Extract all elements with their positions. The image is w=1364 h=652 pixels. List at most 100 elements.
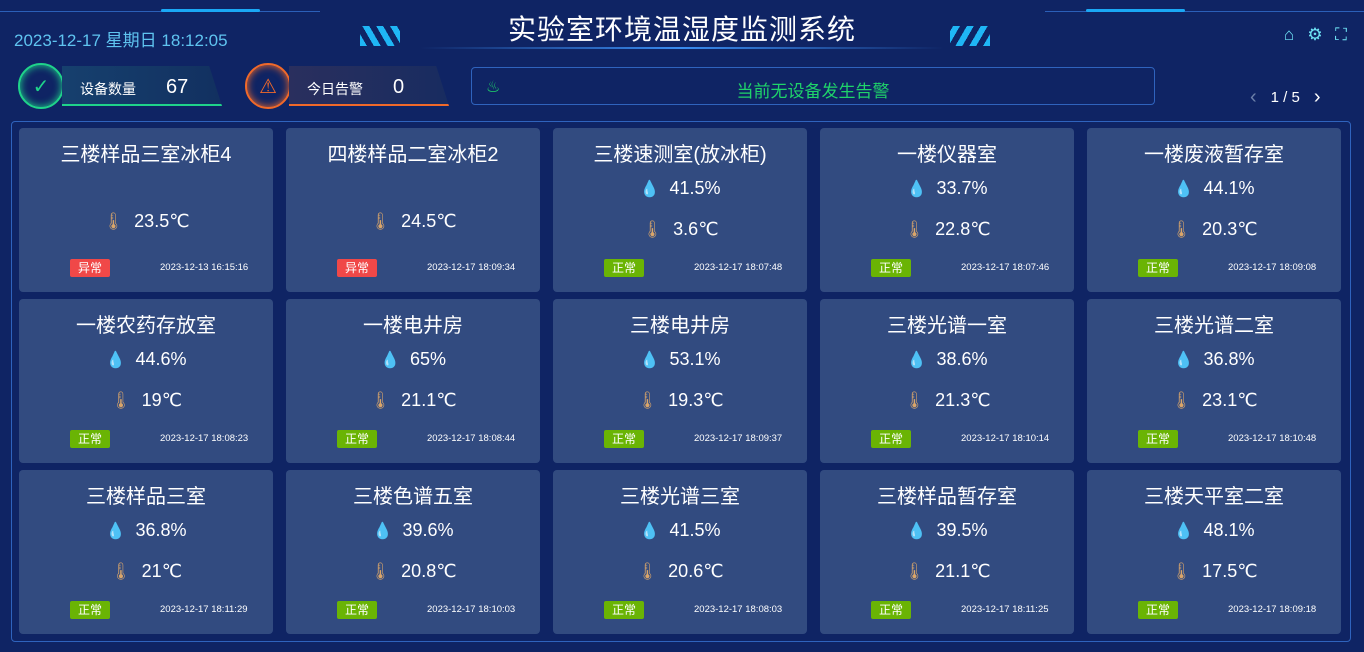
- humidity-row: 💧 44.6%: [19, 349, 273, 370]
- device-name: 一楼电井房: [363, 315, 463, 337]
- device-name: 三楼速测室(放冰柜): [593, 144, 767, 166]
- device-name: 三楼样品三室: [86, 486, 206, 508]
- humidity-row: 💧 33.7%: [820, 178, 1074, 199]
- humidity-drops-icon: 💧: [906, 180, 927, 198]
- thermometer-icon: 🌡: [102, 211, 125, 231]
- humidity-row: 💧 36.8%: [19, 520, 273, 541]
- update-time: 2023-12-17 18:08:44: [427, 433, 516, 444]
- temperature-row: 🌡 21.1℃: [820, 561, 1074, 582]
- device-name: 三楼天平室二室: [1144, 486, 1284, 508]
- update-time: 2023-12-17 18:09:34: [427, 262, 516, 273]
- humidity-row: 💧 65%: [286, 349, 540, 370]
- device-card[interactable]: 三楼样品三室冰柜4 🌡 23.5℃ 异常 2023-12-13 16:15:16: [19, 128, 273, 292]
- humidity-drops-icon: 💧: [906, 522, 927, 540]
- thermometer-icon: 🌡: [369, 211, 392, 231]
- header-stripes-left: [360, 26, 400, 46]
- header-stripes-right: [950, 26, 990, 46]
- alarm-today-box: 今日告警 0: [289, 66, 449, 106]
- next-page-icon[interactable]: ›: [1313, 86, 1321, 108]
- header-line-left: [0, 11, 320, 12]
- update-time: 2023-12-17 18:09:37: [694, 433, 783, 444]
- update-time: 2023-12-17 18:10:48: [1228, 433, 1317, 444]
- fullscreen-icon[interactable]: ⛶: [1335, 25, 1347, 44]
- update-time: 2023-12-13 16:15:16: [160, 262, 249, 273]
- temperature-value: 21.3℃: [935, 390, 991, 410]
- humidity-value: 36.8%: [1203, 349, 1255, 369]
- device-card[interactable]: 三楼速测室(放冰柜) 💧 41.5% 🌡 3.6℃ 正常 2023-12-17 18:07:…: [553, 128, 807, 292]
- device-card[interactable]: 一楼农药存放室 💧 44.6% 🌡 19℃ 正常 2023-12-17 18:08:23: [19, 299, 273, 463]
- temperature-value: 20.3℃: [1202, 219, 1258, 239]
- header-toolbar: ⌂ ⚙ ⛶: [1280, 26, 1350, 44]
- temperature-row: 🌡 23.1℃: [1087, 390, 1341, 411]
- humidity-value: 38.6%: [936, 349, 988, 369]
- page-indicator: 1 / 5: [1270, 89, 1300, 106]
- alarm-bell-icon: ♨: [486, 79, 501, 96]
- humidity-row: 💧 41.5%: [553, 178, 807, 199]
- temperature-row: 🌡 20.8℃: [286, 561, 540, 582]
- update-time: 2023-12-17 18:07:46: [961, 262, 1050, 273]
- gear-icon[interactable]: ⚙: [1307, 25, 1323, 44]
- device-name: 三楼光谱一室: [887, 315, 1007, 337]
- humidity-drops-icon: 💧: [372, 522, 393, 540]
- humidity-value: 65%: [409, 349, 446, 369]
- humidity-drops-icon: 💧: [906, 351, 927, 369]
- humidity-row: 💧 39.6%: [286, 520, 540, 541]
- header-glow-left: [161, 9, 260, 12]
- device-count-label: 设备数量: [80, 81, 136, 97]
- humidity-value: 39.5%: [936, 520, 988, 540]
- header-line-right: [1045, 11, 1364, 12]
- device-card[interactable]: 三楼天平室二室 💧 48.1% 🌡 17.5℃ 正常 2023-12-17 18:09:18: [1087, 470, 1341, 634]
- thermometer-icon: 🌡: [1170, 390, 1193, 410]
- device-name: 一楼农药存放室: [76, 315, 216, 337]
- device-card[interactable]: 一楼电井房 💧 65% 🌡 21.1℃ 正常 2023-12-17 18:08:44: [286, 299, 540, 463]
- device-card[interactable]: 三楼光谱二室 💧 36.8% 🌡 23.1℃ 正常 2023-12-17 18:10:48: [1087, 299, 1341, 463]
- device-card[interactable]: 三楼样品三室 💧 36.8% 🌡 21℃ 正常 2023-12-17 18:11:29: [19, 470, 273, 634]
- status-badge: 正常: [1138, 430, 1178, 448]
- thermometer-icon: 🌡: [641, 219, 664, 239]
- humidity-value: 48.1%: [1203, 520, 1255, 540]
- thermometer-icon: 🌡: [636, 390, 659, 410]
- humidity-drops-icon: 💧: [1173, 522, 1194, 540]
- status-badge: 正常: [1138, 601, 1178, 619]
- temperature-value: 21℃: [141, 561, 182, 581]
- device-name: 三楼光谱二室: [1154, 315, 1274, 337]
- device-card[interactable]: 三楼光谱三室 💧 41.5% 🌡 20.6℃ 正常 2023-12-17 18:08:03: [553, 470, 807, 634]
- temperature-row: 🌡 19℃: [19, 390, 273, 411]
- device-card[interactable]: 三楼样品暂存室 💧 39.5% 🌡 21.1℃ 正常 2023-12-17 18:11:25: [820, 470, 1074, 634]
- update-time: 2023-12-17 18:09:18: [1228, 604, 1317, 615]
- device-name: 三楼色谱五室: [353, 486, 473, 508]
- alarm-message: 当前无设备发生告警: [736, 82, 890, 101]
- temperature-row: 🌡 21.3℃: [820, 390, 1074, 411]
- device-card[interactable]: 一楼仪器室 💧 33.7% 🌡 22.8℃ 正常 2023-12-17 18:07:46: [820, 128, 1074, 292]
- pagination: ‹ 1 / 5 ›: [1250, 86, 1321, 109]
- humidity-drops-icon: 💧: [639, 522, 660, 540]
- device-card[interactable]: 三楼光谱一室 💧 38.6% 🌡 21.3℃ 正常 2023-12-17 18:10:14: [820, 299, 1074, 463]
- humidity-value: 44.6%: [135, 349, 187, 369]
- humidity-value: 53.1%: [669, 349, 721, 369]
- thermometer-icon: 🌡: [369, 390, 392, 410]
- temperature-value: 24.5℃: [401, 211, 457, 231]
- status-badge: 正常: [604, 601, 644, 619]
- device-card[interactable]: 三楼色谱五室 💧 39.6% 🌡 20.8℃ 正常 2023-12-17 18:10:03: [286, 470, 540, 634]
- prev-page-icon[interactable]: ‹: [1250, 86, 1257, 108]
- update-time: 2023-12-17 18:10:14: [961, 433, 1050, 444]
- home-icon[interactable]: ⌂: [1283, 25, 1295, 44]
- temperature-row: 🌡 21.1℃: [286, 390, 540, 411]
- humidity-drops-icon: 💧: [639, 180, 660, 198]
- humidity-row: 💧 48.1%: [1087, 520, 1341, 541]
- humidity-drops-icon: 💧: [105, 522, 126, 540]
- humidity-value: 41.5%: [669, 178, 721, 198]
- device-count-stat: ✓ 设备数量 67: [18, 63, 228, 109]
- page-title: 实验室环境温湿度监测系统: [507, 14, 856, 45]
- humidity-drops-icon: 💧: [1173, 351, 1194, 369]
- device-card[interactable]: 三楼电井房 💧 53.1% 🌡 19.3℃ 正常 2023-12-17 18:09:37: [553, 299, 807, 463]
- alarm-today-value: 0: [393, 76, 405, 98]
- update-time: 2023-12-17 18:11:25: [961, 604, 1049, 615]
- temperature-row: 🌡 3.6℃: [553, 219, 807, 240]
- device-card[interactable]: 四楼样品二室冰柜2 🌡 24.5℃ 异常 2023-12-17 18:09:34: [286, 128, 540, 292]
- update-time: 2023-12-17 18:10:03: [427, 604, 516, 615]
- humidity-value: 39.6%: [402, 520, 454, 540]
- thermometer-icon: 🌡: [369, 561, 392, 581]
- device-card[interactable]: 一楼废液暂存室 💧 44.1% 🌡 20.3℃ 正常 2023-12-17 18:09:08: [1087, 128, 1341, 292]
- temperature-value: 19.3℃: [668, 390, 724, 410]
